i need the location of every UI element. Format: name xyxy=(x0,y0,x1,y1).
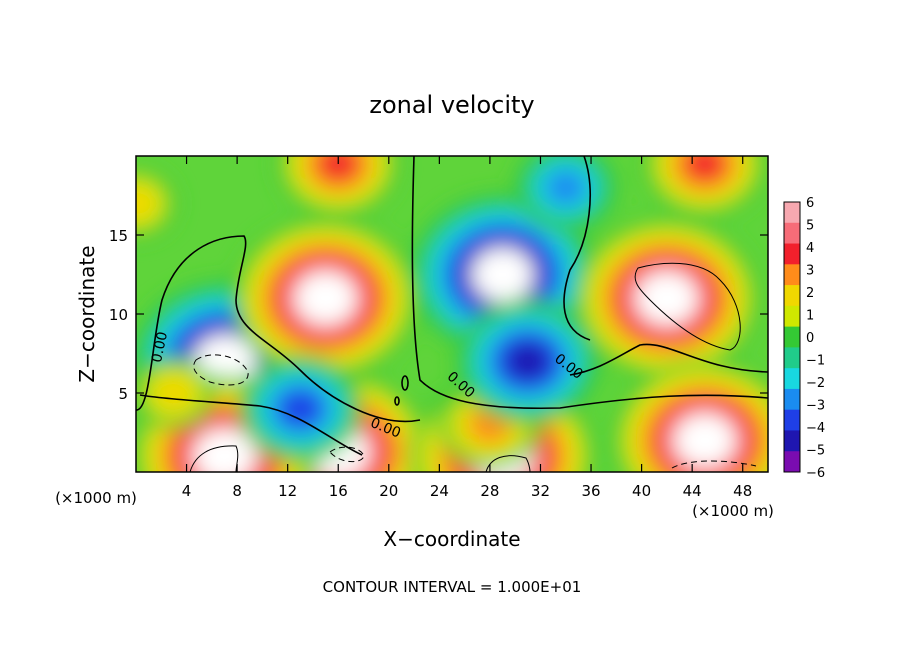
colorbar-label: 5 xyxy=(806,219,814,234)
colorbar-label: 2 xyxy=(806,286,814,301)
small-contour-loop-2 xyxy=(394,396,400,406)
x-tick-label: 4 xyxy=(182,482,192,500)
colorbar-swatch xyxy=(784,285,800,307)
contour-label: 0.00 xyxy=(149,330,171,364)
velocity-band xyxy=(684,156,726,182)
colorbar-swatch xyxy=(784,368,800,390)
zero-contour-right xyxy=(411,156,768,410)
x-tick-label: 48 xyxy=(733,482,752,500)
colorbar-swatch xyxy=(784,222,800,245)
inner-contour-bottom-2 xyxy=(485,455,531,472)
colorbar-swatch xyxy=(784,305,800,328)
colorbar-label: −1 xyxy=(806,354,825,369)
x-tick-label: 8 xyxy=(232,482,242,500)
zero-contours xyxy=(136,156,768,456)
y-tick-label: 15 xyxy=(109,227,128,245)
dashed-contour-bottom xyxy=(329,446,365,462)
x-tick-label: 28 xyxy=(480,482,499,500)
colorbar-label: −5 xyxy=(806,444,825,459)
colorbar-label: 1 xyxy=(806,309,814,324)
velocity-band xyxy=(304,280,347,317)
colorbar-swatch xyxy=(784,243,800,265)
velocity-band xyxy=(153,375,195,411)
colorbar-label: 6 xyxy=(806,196,814,211)
velocity-band xyxy=(481,256,524,293)
zero-contour-left xyxy=(136,235,421,423)
x-axis: 4 8 12 16 20 24 28 32 36 40 44 48 xyxy=(182,156,752,500)
colorbar-label: −3 xyxy=(806,399,825,414)
zero-contour-top xyxy=(563,156,591,341)
inner-contour-right xyxy=(634,262,741,351)
colorbar-swatch xyxy=(784,202,800,224)
chart-title: zonal velocity xyxy=(369,91,534,119)
x-tick-label: 16 xyxy=(329,482,348,500)
x-tick-label: 40 xyxy=(632,482,651,500)
zero-contour-lower-left xyxy=(139,394,363,456)
x-tick-label: 12 xyxy=(278,482,297,500)
colorbar-swatch xyxy=(784,347,800,369)
colorbar-swatch xyxy=(784,326,800,348)
colorbar-swatch xyxy=(784,430,800,452)
x-tick-label: 24 xyxy=(430,482,449,500)
velocity-band xyxy=(279,390,322,427)
colorbar-frame xyxy=(783,201,801,473)
velocity-band xyxy=(203,343,246,380)
velocity-band xyxy=(684,422,726,459)
velocity-band xyxy=(507,343,549,380)
y-axis: 5 10 15 xyxy=(109,227,768,403)
colorbar-label: 0 xyxy=(806,331,814,346)
x-axis-title: X−coordinate xyxy=(383,527,520,551)
velocity-band xyxy=(136,185,157,222)
small-contour-loop xyxy=(401,375,409,391)
x-tick-label: 44 xyxy=(683,482,702,500)
colorbar-label: −6 xyxy=(806,466,825,481)
colorbar-label: −2 xyxy=(806,376,825,391)
x-unit-label-right: (×1000 m) xyxy=(692,502,774,520)
colorbar-label: 3 xyxy=(806,264,814,279)
dashed-contour-left xyxy=(193,354,249,386)
velocity-band xyxy=(545,169,587,206)
x-unit-label-left: (×1000 m) xyxy=(55,489,137,507)
colorbar-label: 4 xyxy=(806,241,814,256)
x-tick-label: 36 xyxy=(581,482,600,500)
contour-interval-note: CONTOUR INTERVAL = 1.000E+01 xyxy=(323,578,582,596)
colorbar-swatch xyxy=(784,388,800,411)
velocity-band xyxy=(317,156,359,182)
velocity-band xyxy=(203,438,246,472)
colorbar-swatch xyxy=(784,451,800,473)
zero-contour-mid xyxy=(569,343,768,376)
y-tick-label: 10 xyxy=(109,306,128,324)
colorbar: 6 5 4 3 2 1 0 −1 −2 −3 −4 −5 −6 xyxy=(783,196,825,481)
colorbar-swatch xyxy=(784,264,800,286)
plot-field: 0.00 0.00 0.00 0.00 xyxy=(136,156,768,472)
x-tick-label: 20 xyxy=(379,482,398,500)
y-axis-title: Z−coordinate xyxy=(75,245,99,382)
velocity-band xyxy=(646,280,688,317)
colorbar-swatch xyxy=(784,409,800,431)
x-tick-label: 32 xyxy=(531,482,550,500)
y-tick-label: 5 xyxy=(118,385,128,403)
colorbar-label: −4 xyxy=(806,421,825,436)
